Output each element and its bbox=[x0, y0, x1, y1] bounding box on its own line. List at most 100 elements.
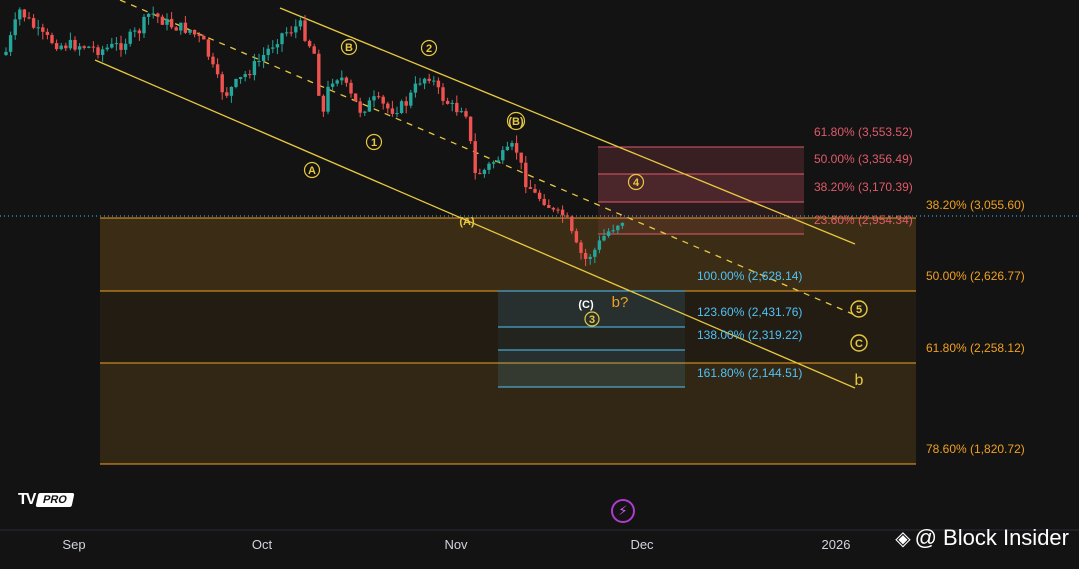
candle-body bbox=[13, 19, 17, 36]
candle-body bbox=[82, 46, 86, 48]
fib-large-label-618: 61.80% (2,258.12) bbox=[926, 341, 1025, 355]
wave-label-5: 5 bbox=[850, 300, 868, 318]
candle-body bbox=[160, 16, 165, 25]
candle-body bbox=[238, 77, 243, 79]
candle-body bbox=[349, 82, 353, 94]
candle-body bbox=[206, 39, 211, 57]
candle-body bbox=[31, 18, 36, 28]
fib-large-label-382: 38.20% (3,055.60) bbox=[926, 198, 1025, 212]
candle-body bbox=[588, 256, 592, 259]
svg-text:(B): (B) bbox=[508, 116, 524, 128]
wave-label-paren-C: (C) bbox=[578, 299, 594, 311]
candle-body bbox=[579, 242, 583, 253]
fib-zone-382-500 bbox=[100, 218, 916, 291]
candle-body bbox=[620, 222, 625, 226]
elliott-wave-labels: A B 1 2 (B) (A) 4 bbox=[303, 38, 868, 389]
fib-zone-618-786 bbox=[100, 363, 916, 464]
candle-body bbox=[537, 192, 542, 199]
candle-body bbox=[280, 33, 284, 45]
candle-body bbox=[4, 51, 8, 55]
candle-body bbox=[128, 31, 132, 44]
candle-body bbox=[505, 146, 510, 151]
candle-body bbox=[225, 92, 229, 96]
candle-body bbox=[119, 43, 123, 50]
candle-body bbox=[243, 74, 247, 78]
candle-body bbox=[409, 92, 413, 106]
fib-large-labels: 38.20% (3,055.60) 50.00% (2,626.77) 61.8… bbox=[926, 198, 1025, 456]
candle-body bbox=[183, 22, 188, 33]
candle-body bbox=[27, 17, 31, 19]
candle-body bbox=[298, 20, 303, 27]
lightning-icon[interactable]: ⚡ bbox=[611, 499, 635, 523]
candle-body bbox=[326, 86, 330, 112]
candle-body bbox=[524, 162, 528, 188]
fib-large-label-786: 78.60% (1,820.72) bbox=[926, 442, 1025, 456]
candle-body bbox=[574, 231, 579, 243]
candle-body bbox=[418, 83, 422, 85]
wave-label-2: 2 bbox=[420, 39, 438, 57]
res-zone-618-500 bbox=[598, 147, 804, 174]
wave-label-b: b bbox=[855, 372, 864, 389]
candle-body bbox=[307, 40, 312, 47]
candle-body bbox=[284, 32, 289, 34]
svg-text:C: C bbox=[855, 338, 863, 350]
candle-body bbox=[556, 209, 560, 211]
candle-body bbox=[18, 9, 22, 20]
candle-body bbox=[528, 187, 533, 189]
candle-body bbox=[271, 47, 275, 49]
candle-body bbox=[22, 9, 27, 18]
wave-label-3: 3 bbox=[584, 311, 600, 327]
wave-label-paren-A: (A) bbox=[459, 216, 475, 228]
svg-text:4: 4 bbox=[633, 177, 640, 189]
candle-body bbox=[450, 102, 454, 104]
candle-body bbox=[602, 236, 606, 241]
candle-body bbox=[64, 45, 68, 49]
candle-body bbox=[68, 39, 73, 49]
candle-body bbox=[616, 225, 620, 231]
candle-body bbox=[386, 103, 390, 109]
candle-body bbox=[192, 29, 197, 35]
wave-label-1: 1 bbox=[365, 133, 383, 151]
candle-body bbox=[220, 74, 224, 93]
candle-body bbox=[41, 27, 45, 32]
candle-body bbox=[335, 80, 339, 84]
candle-body bbox=[533, 188, 537, 193]
candle-body bbox=[45, 31, 50, 35]
candle-body bbox=[422, 78, 427, 84]
candle-body bbox=[404, 101, 408, 106]
x-tick-sep: Sep bbox=[62, 537, 85, 552]
candle-body bbox=[455, 102, 459, 113]
candle-body bbox=[390, 108, 395, 114]
candle-body bbox=[395, 113, 399, 115]
res-zone-382-236 bbox=[598, 202, 804, 234]
ext-label-100: 100.00% (2,628.14) bbox=[697, 269, 802, 283]
candle-body bbox=[464, 111, 468, 117]
wave-label-paren-B: (B) bbox=[506, 111, 526, 131]
svg-text:3: 3 bbox=[589, 314, 595, 326]
candle-body bbox=[491, 162, 496, 164]
descending-channel bbox=[94, 0, 856, 389]
channel-lower bbox=[94, 59, 856, 389]
candle-body bbox=[376, 96, 381, 98]
candle-body bbox=[59, 45, 63, 50]
candlestick-series bbox=[4, 6, 625, 267]
fib-resistance bbox=[598, 146, 804, 235]
candle-body bbox=[399, 101, 404, 114]
svg-text:b: b bbox=[855, 372, 864, 389]
candle-body bbox=[36, 27, 40, 29]
candle-body bbox=[427, 78, 431, 81]
candle-body bbox=[266, 48, 270, 56]
candle-body bbox=[358, 101, 362, 113]
res-label-382: 38.20% (3,170.39) bbox=[814, 180, 913, 194]
tv-logo-icon: TV bbox=[18, 491, 37, 508]
x-tick-dec: Dec bbox=[630, 537, 654, 552]
fib-large-label-500: 50.00% (2,626.77) bbox=[926, 269, 1025, 283]
candle-body bbox=[510, 143, 514, 147]
candle-body bbox=[54, 43, 59, 50]
candle-body bbox=[482, 169, 487, 174]
candle-body bbox=[478, 173, 482, 175]
svg-text:b?: b? bbox=[612, 294, 629, 311]
candle-body bbox=[202, 35, 206, 40]
